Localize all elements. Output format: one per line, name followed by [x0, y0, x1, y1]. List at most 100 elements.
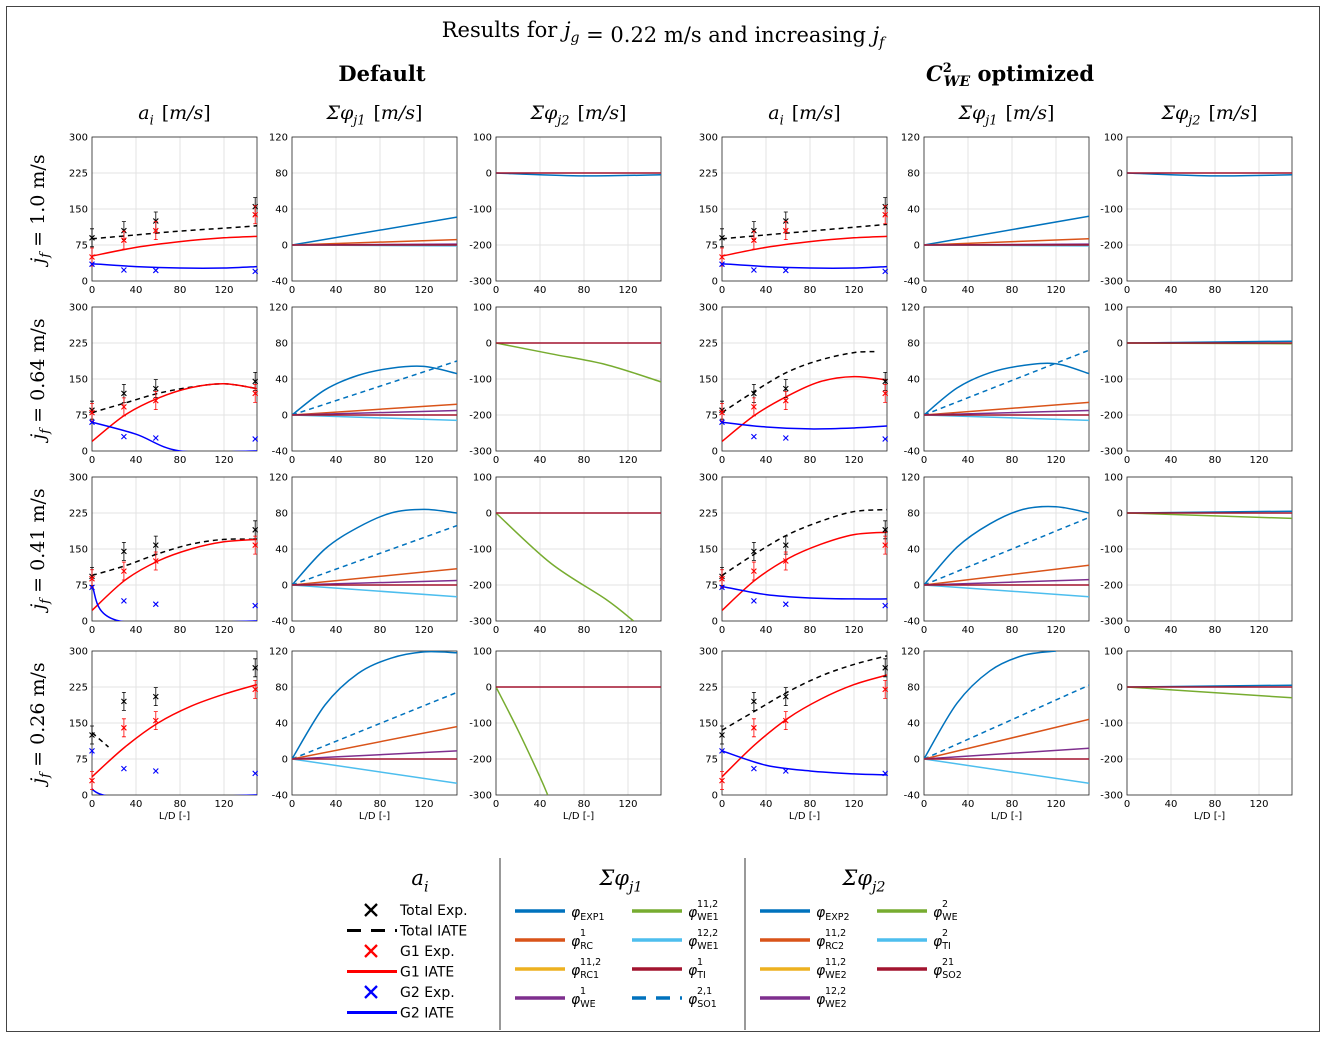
y-tick-label: 225	[699, 683, 718, 694]
x-tick-label: 40	[962, 625, 975, 636]
legend-label: φSO1	[688, 992, 717, 1010]
panel-r2-c6: -300 -200 -100 0 100 0 40 80 120	[1100, 303, 1293, 466]
x-tick-label: 40	[534, 625, 547, 636]
exp-marker-g2	[152, 435, 159, 441]
column-header-2: Σφj1 [m/s]	[326, 102, 423, 129]
x-tick-label: 80	[578, 455, 591, 466]
y-tick-label: 0	[82, 447, 88, 458]
plot-frame	[495, 650, 662, 796]
x-tick-label: 40	[1165, 625, 1178, 636]
y-tick-label: -300	[1100, 277, 1123, 288]
y-tick-label: -40	[904, 791, 920, 802]
legend-label: φEXP2	[816, 905, 850, 923]
legend-marker	[364, 903, 378, 917]
series-group	[924, 349, 1089, 422]
error-bar-g1	[883, 680, 888, 699]
error-bar-g1	[121, 561, 126, 581]
series-WE	[924, 747, 1089, 760]
y-tick-label: 120	[269, 473, 288, 484]
y-tick-label: -200	[469, 581, 492, 592]
panel-r3-c3: -300 -200 -100 0 100 0 40 80 120	[469, 473, 662, 636]
series-RC	[292, 568, 457, 586]
x-tick-label: 0	[89, 285, 95, 296]
x-tick-label: 0	[921, 799, 927, 810]
x-tick-label: 0	[289, 455, 295, 466]
y-tick-label: 300	[69, 303, 88, 314]
legend-label-sup: 12,2	[697, 928, 718, 939]
x-tick-label: 80	[1006, 285, 1019, 296]
x-tick-label: 40	[760, 455, 773, 466]
y-tick-label: 40	[907, 205, 920, 216]
y-tick-label: 225	[699, 509, 718, 520]
y-tick-label: 40	[275, 375, 288, 386]
error-bar-g1	[121, 230, 126, 250]
x-tick-label: 40	[760, 285, 773, 296]
y-tick-label: 0	[82, 617, 88, 628]
legend-label: φRC	[571, 934, 593, 952]
x-axis-label: L/D [-]	[159, 811, 190, 822]
column-header-6: Σφj2 [m/s]	[1161, 102, 1258, 129]
series-WE2	[496, 512, 634, 621]
exp-marker-g2	[719, 747, 725, 754]
y-tick-label: 300	[699, 133, 718, 144]
x-tick-label: 0	[493, 285, 499, 296]
y-tick-label: -40	[904, 447, 920, 458]
column-header-1: ai [m/s]	[138, 102, 210, 129]
y-tick-label: 300	[69, 473, 88, 484]
y-tick-label: 40	[907, 545, 920, 556]
y-tick-label: 150	[699, 719, 718, 730]
series-g2	[722, 262, 887, 269]
x-tick-label: 40	[962, 455, 975, 466]
legend-label-sup: 11,2	[825, 928, 846, 939]
series-g2	[722, 750, 887, 776]
y-tick-label: 40	[275, 545, 288, 556]
error-bar-total	[153, 687, 158, 706]
y-tick-label: -200	[1100, 755, 1123, 766]
y-tick-label: -100	[469, 375, 492, 386]
panel-r2-c1: 0 75 150 225 300 0 40 80 120	[69, 303, 259, 466]
figure-title: Results for jg = 0.22 m/s and increasing…	[442, 18, 887, 51]
y-tick-label: 80	[907, 169, 920, 180]
series-g2	[722, 585, 887, 600]
y-tick-label: -40	[904, 617, 920, 628]
series-EXP1	[292, 365, 457, 416]
group-heading-optimized: C2 WE optimized	[926, 61, 1094, 90]
exp-marker-g2	[89, 261, 95, 268]
y-tick-label: -40	[272, 447, 288, 458]
x-tick-label: 120	[844, 625, 863, 636]
column-header-3: Σφj2 [m/s]	[530, 102, 627, 129]
exp-marker-g2	[782, 768, 789, 774]
y-tick-label: 0	[82, 277, 88, 288]
y-tick-label: 0	[282, 411, 288, 422]
y-tick-label: 120	[269, 303, 288, 314]
series-EXP1	[292, 508, 457, 586]
error-bar-total	[751, 692, 756, 711]
series-total	[92, 732, 109, 748]
series-group	[924, 505, 1089, 598]
x-tick-label: 120	[1249, 799, 1268, 810]
legend-label: φWE1	[688, 934, 719, 952]
x-axis-label: L/D [-]	[789, 811, 820, 822]
legend-label-sup: 2	[942, 928, 948, 939]
y-tick-label: 100	[1104, 647, 1123, 658]
x-tick-label: 0	[1124, 285, 1130, 296]
x-tick-label: 0	[89, 625, 95, 636]
y-tick-label: 300	[69, 647, 88, 658]
error-bar-g1	[121, 397, 126, 417]
legend-label: φRC2	[816, 934, 844, 952]
legend-label-sup: 2,1	[697, 986, 712, 997]
panel-r1-c1: 0 75 150 225 300 0 40 80 120	[69, 133, 259, 296]
plot-frame	[923, 476, 1090, 622]
y-tick-label: 0	[486, 509, 492, 520]
series-g1	[92, 683, 257, 778]
x-tick-label: 80	[578, 285, 591, 296]
series-SO1	[292, 360, 457, 416]
legend-label-sup: 11,2	[697, 899, 718, 910]
y-tick-label: 75	[705, 755, 718, 766]
x-tick-label: 120	[844, 455, 863, 466]
y-tick-label: 0	[712, 791, 718, 802]
y-tick-label: 0	[712, 447, 718, 458]
x-tick-label: 40	[1165, 799, 1178, 810]
